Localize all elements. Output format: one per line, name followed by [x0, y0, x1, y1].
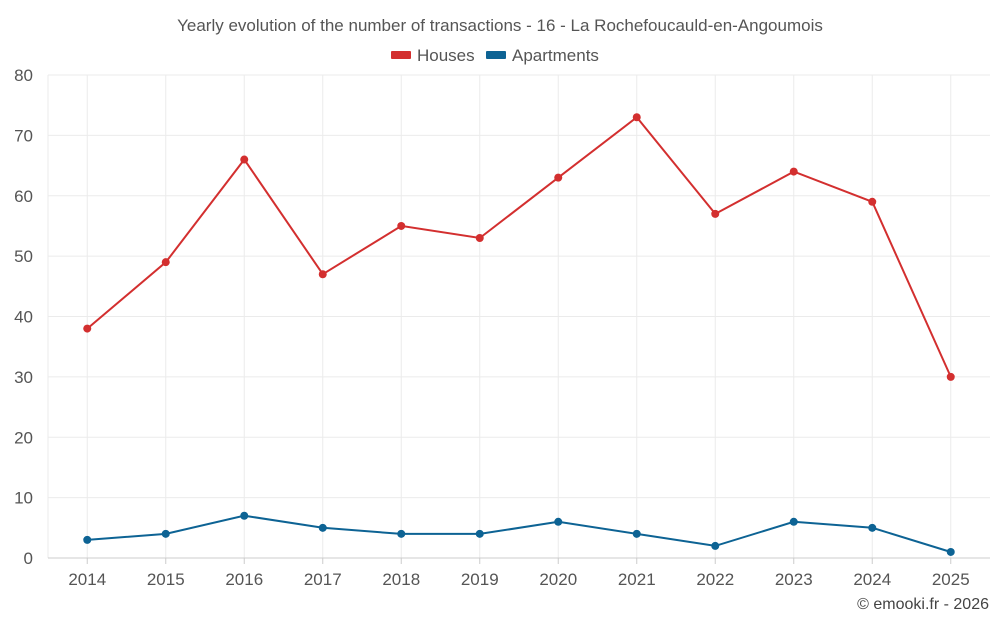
data-point-houses[interactable] — [83, 324, 92, 333]
series-line-apartments — [87, 514, 952, 553]
data-point-houses[interactable] — [475, 234, 484, 243]
x-tick-label: 2025 — [932, 570, 970, 589]
data-point-apartments[interactable] — [946, 547, 955, 556]
data-point-apartments[interactable] — [554, 517, 563, 526]
legend: Houses Apartments — [391, 46, 599, 65]
data-point-houses[interactable] — [632, 113, 641, 122]
data-point-apartments[interactable] — [83, 535, 92, 544]
grid — [47, 74, 990, 558]
y-tick-label: 70 — [14, 126, 33, 145]
credit-text: © emooki.fr - 2026 — [857, 596, 989, 613]
y-tick-label: 60 — [14, 187, 33, 206]
series-houses — [83, 113, 955, 381]
legend-swatch-houses — [391, 51, 411, 59]
data-point-apartments[interactable] — [789, 517, 798, 526]
legend-swatch-apartments — [486, 51, 506, 59]
x-tick-label: 2019 — [461, 570, 499, 589]
x-tick-label: 2016 — [225, 570, 263, 589]
y-tick-label: 10 — [14, 489, 33, 508]
x-tick-label: 2021 — [618, 570, 656, 589]
y-tick-label: 20 — [14, 428, 33, 447]
data-point-apartments[interactable] — [711, 541, 720, 550]
data-point-apartments[interactable] — [632, 529, 641, 538]
x-tick-label: 2023 — [775, 570, 813, 589]
data-point-houses[interactable] — [318, 270, 327, 279]
x-tick-label: 2017 — [304, 570, 342, 589]
data-point-apartments[interactable] — [240, 511, 249, 520]
legend-label-apartments: Apartments — [512, 46, 599, 65]
data-point-apartments[interactable] — [475, 529, 484, 538]
data-point-houses[interactable] — [711, 209, 720, 218]
x-tick-label: 2014 — [68, 570, 106, 589]
y-tick-label: 0 — [24, 549, 33, 568]
legend-item-apartments[interactable]: Apartments — [486, 46, 599, 65]
legend-label-houses: Houses — [417, 46, 475, 65]
x-tick-label: 2020 — [539, 570, 577, 589]
x-tick-label: 2018 — [382, 570, 420, 589]
data-point-houses[interactable] — [946, 372, 955, 381]
x-tick-label: 2024 — [853, 570, 891, 589]
y-tick-label: 40 — [14, 308, 33, 327]
x-axis-ticks: 2014 2015 2016 2017 2018 2019 2020 2021 2022 2023… — [68, 558, 970, 589]
data-point-apartments[interactable] — [318, 523, 327, 532]
y-tick-label: 50 — [14, 247, 33, 266]
series — [83, 113, 955, 556]
series-line-houses — [86, 115, 952, 378]
x-tick-label: 2022 — [696, 570, 734, 589]
series-apartments — [83, 511, 955, 556]
y-tick-label: 30 — [14, 368, 33, 387]
y-tick-label: 80 — [14, 66, 33, 85]
data-point-apartments[interactable] — [397, 529, 406, 538]
data-point-houses[interactable] — [789, 167, 798, 176]
chart-title: Yearly evolution of the number of transa… — [177, 16, 823, 35]
x-tick-label: 2015 — [147, 570, 185, 589]
legend-item-houses[interactable]: Houses — [391, 46, 475, 65]
data-point-apartments[interactable] — [868, 523, 877, 532]
data-point-houses[interactable] — [397, 221, 406, 230]
data-point-houses[interactable] — [161, 258, 170, 267]
data-point-apartments[interactable] — [161, 529, 170, 538]
data-point-houses[interactable] — [554, 173, 563, 182]
y-axis-ticks: 0 10 20 30 40 50 60 70 80 — [14, 66, 33, 568]
data-point-houses[interactable] — [240, 155, 249, 164]
data-point-houses[interactable] — [868, 197, 877, 206]
